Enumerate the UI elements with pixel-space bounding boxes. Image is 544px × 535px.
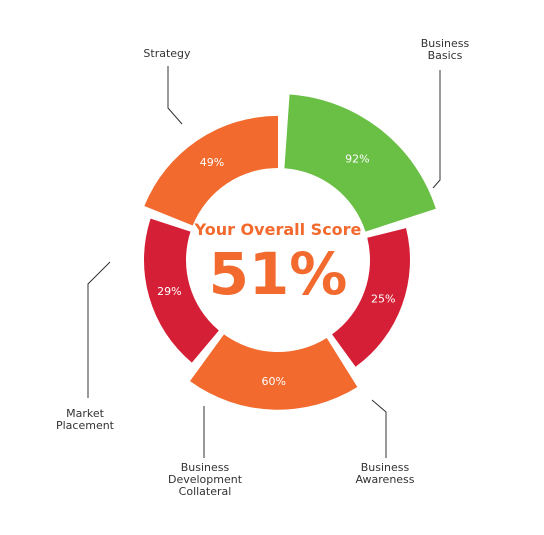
slice-business-basics: [284, 94, 436, 232]
slice-value-label: 92%: [345, 152, 369, 165]
slice-business-awareness: [332, 228, 410, 367]
label-business-development-collateral: Business Development Collateral: [167, 461, 243, 498]
leader-line: [432, 70, 441, 189]
slice-market-placement: [143, 218, 219, 363]
label-business-basics: Business Basics: [420, 37, 470, 62]
label-strategy: Strategy: [143, 47, 191, 60]
leader-line: [167, 66, 183, 125]
overall-score-title: Your Overall Score: [194, 220, 362, 239]
leader-line: [87, 261, 111, 398]
slice-value-label: 49%: [200, 156, 224, 169]
slice-value-label: 25%: [371, 292, 395, 305]
label-business-awareness: Business Awareness: [355, 461, 415, 486]
slice-value-label: 29%: [157, 285, 181, 298]
slice-business-development-collateral: [189, 334, 358, 410]
overall-score-value: 51%: [208, 240, 348, 308]
label-market-placement: Market Placement: [55, 407, 114, 432]
leader-line: [371, 399, 387, 458]
slice-strategy: [144, 115, 278, 226]
slice-value-label: 60%: [262, 375, 286, 388]
